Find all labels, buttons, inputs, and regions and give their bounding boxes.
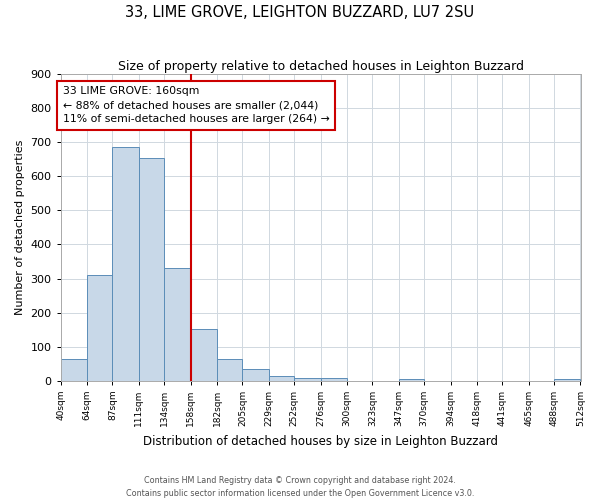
Bar [139,158,164,381]
Bar [242,369,269,381]
Bar [61,360,87,381]
X-axis label: Distribution of detached houses by size in Leighton Buzzard: Distribution of detached houses by size … [143,434,498,448]
Bar [164,268,191,381]
Bar [294,378,320,381]
Text: 33 LIME GROVE: 160sqm
← 88% of detached houses are smaller (2,044)
11% of semi-d: 33 LIME GROVE: 160sqm ← 88% of detached … [63,86,329,124]
Bar [191,328,217,381]
Bar [320,378,347,381]
Bar [112,148,139,381]
Bar [87,275,112,381]
Title: Size of property relative to detached houses in Leighton Buzzard: Size of property relative to detached ho… [118,60,524,73]
Bar [269,376,294,381]
Bar [217,358,242,381]
Bar [399,379,424,381]
Bar [554,379,580,381]
Y-axis label: Number of detached properties: Number of detached properties [15,140,25,315]
Text: 33, LIME GROVE, LEIGHTON BUZZARD, LU7 2SU: 33, LIME GROVE, LEIGHTON BUZZARD, LU7 2S… [125,5,475,20]
Text: Contains HM Land Registry data © Crown copyright and database right 2024.
Contai: Contains HM Land Registry data © Crown c… [126,476,474,498]
